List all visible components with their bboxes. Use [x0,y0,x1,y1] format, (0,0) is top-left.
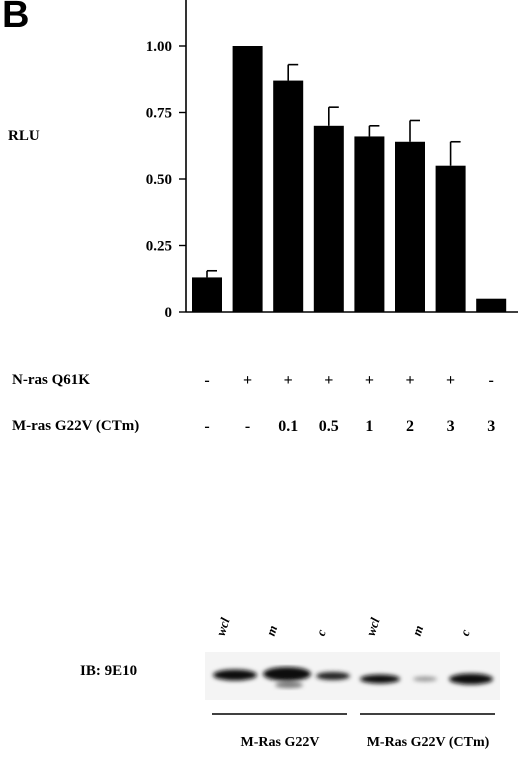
blot-group-lines [212,713,495,715]
y-tick-label: 1.00 [146,39,172,55]
bar [395,141,425,312]
bar [354,136,385,312]
bar [192,277,222,312]
lane-label: m [262,623,281,638]
mras-value: 3 [446,418,455,435]
lane-label: m [408,623,427,638]
y-tick-label: 0.25 [146,239,172,255]
nras-value: + [243,372,253,389]
mras-value: - [244,418,251,435]
mras-row-label: M-ras G22V (CTm) [12,418,140,434]
nras-value: + [324,372,334,389]
nras-value: - [204,372,210,389]
mras-value: - [204,418,210,435]
lane-label: wcl [362,615,383,638]
y-tick-label: 0 [165,305,173,321]
bar [273,80,304,312]
mras-value: 0.5 [318,418,339,435]
mras-value: 2 [406,418,414,435]
bar-chart: 0 0.25 0.50 0.75 1.00 [146,0,518,321]
nras-row-label: N-ras Q61K [12,372,90,388]
bar [476,298,507,312]
group-label-1: M-Ras G22V [240,735,320,750]
bar [313,125,344,312]
blot-label: IB: 9E10 [80,663,138,679]
y-axis-label: RLU [8,128,40,144]
lane-label: c [456,627,473,638]
bar [232,46,263,312]
nras-value: + [283,372,293,389]
lane-label: wcl [212,615,233,638]
nras-value: + [446,372,456,389]
western-blot-image [205,652,500,700]
panel-letter: B [2,0,30,36]
lane-label: c [312,627,329,638]
nras-value: + [405,372,415,389]
nras-value: - [488,372,494,389]
group-label-2: M-Ras G22V (CTm) [366,735,490,750]
bar [435,165,466,312]
mras-value: 0.1 [278,418,299,435]
mras-value: 3 [487,418,496,435]
mras-value: 1 [365,418,374,435]
nras-value: + [364,372,374,389]
y-tick-label: 0.75 [146,106,172,122]
y-tick-label: 0.50 [146,172,172,188]
